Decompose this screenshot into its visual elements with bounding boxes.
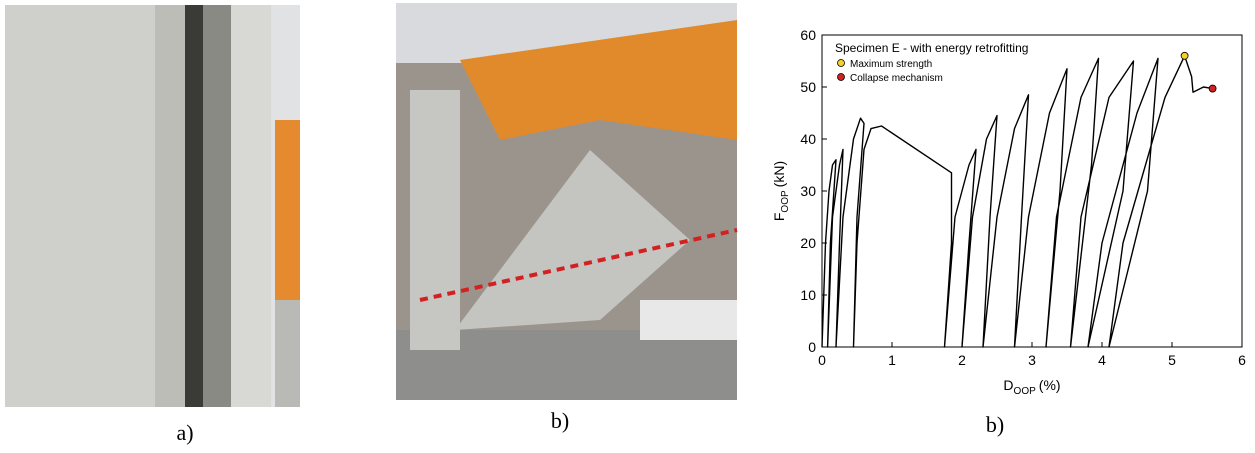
y-tick-label: 30 (800, 183, 816, 199)
x-tick-label: 3 (1028, 352, 1036, 368)
hysteresis-curve (822, 56, 1213, 347)
y-axis-label-main: F (771, 213, 787, 222)
x-tick-label: 2 (958, 352, 966, 368)
point-marker (1181, 52, 1188, 59)
y-tick-label: 0 (808, 339, 816, 355)
x-tick-label: 0 (818, 352, 826, 368)
x-tick-label: 1 (888, 352, 896, 368)
y-tick-label: 40 (800, 131, 816, 147)
y-axis-label-sub: OOP (780, 190, 791, 213)
legend-label: Maximum strength (850, 59, 932, 70)
figure: a) b) Specimen E - with energy retrofitt… (0, 0, 1255, 448)
legend-label: Collapse mechanism (850, 73, 943, 84)
y-tick-label: 10 (800, 287, 816, 303)
y-axis-label-unit: (kN) (771, 161, 787, 187)
x-tick-label: 5 (1168, 352, 1176, 368)
x-axis-label-main: D (1003, 377, 1013, 393)
y-tick-label: 50 (800, 79, 816, 95)
x-axis-label-sub: OOP (1014, 386, 1037, 397)
photo-b (396, 3, 737, 400)
x-tick-label: 4 (1098, 352, 1106, 368)
y-tick-label: 60 (800, 27, 816, 43)
y-axis-label: FOOP (kN) (771, 161, 791, 221)
chart-title: Specimen E - with energy retrofitting (835, 41, 1028, 55)
legend-symbol (838, 74, 845, 81)
panel-label: a) (176, 420, 193, 445)
point-marker (1209, 85, 1216, 92)
y-tick-label: 20 (800, 235, 816, 251)
panel-label: b) (551, 408, 569, 433)
x-tick-label: 6 (1238, 352, 1246, 368)
x-axis-label: DOOP(%) (1003, 377, 1060, 397)
x-axis-label-unit: (%) (1039, 377, 1061, 393)
photo-a (5, 5, 300, 407)
legend-symbol (838, 60, 845, 67)
panel-label: b) (986, 412, 1004, 437)
